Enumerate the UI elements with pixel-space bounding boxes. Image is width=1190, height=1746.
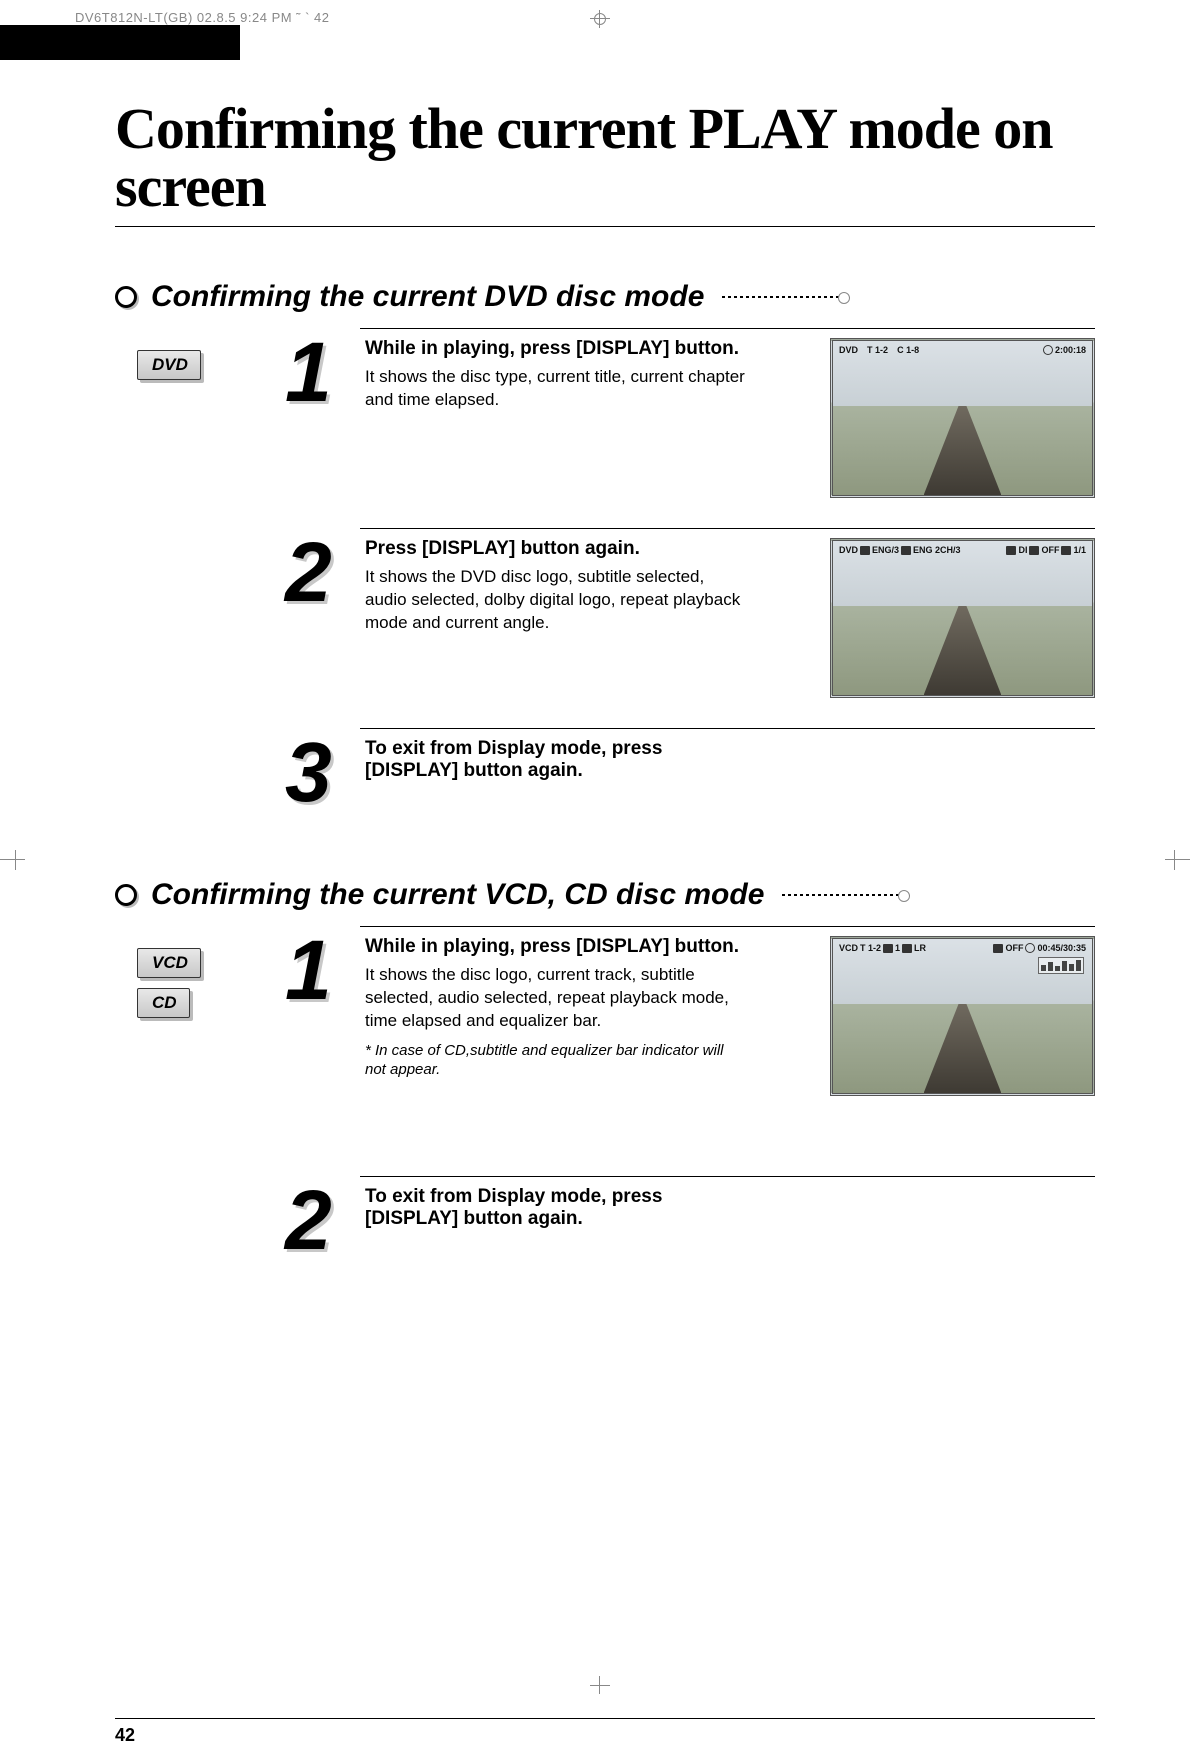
registration-mark-bottom (590, 1664, 610, 1704)
osd-track: T 1-2 (860, 943, 881, 953)
osd-logo: DVD (839, 345, 858, 355)
step-number: 2 (285, 1178, 332, 1262)
step-body: It shows the disc logo, current track, s… (365, 964, 745, 1033)
step-number: 1 (285, 928, 332, 1012)
step-number: 3 (285, 730, 332, 814)
section-heading-text: Confirming the current DVD disc mode (151, 280, 704, 314)
screenshot-thumb-vcd-1: VCD T 1-2 1 LR OFF 00:45/30:35 (830, 936, 1095, 1096)
repeat-icon (993, 944, 1003, 953)
osd-subnum: 1 (895, 943, 900, 953)
section-dvd: Confirming the current DVD disc mode DVD… (115, 280, 1095, 818)
osd-angle: 1/1 (1073, 545, 1086, 555)
osd-overlay: VCD T 1-2 1 LR OFF 00:45/30:35 (839, 943, 1086, 953)
screenshot-thumb-dvd-2: DVD ENG/3 ENG 2CH/3 DI OFF 1/1 (830, 538, 1095, 698)
step-dvd-1: 1 While in playing, press [DISPLAY] butt… (115, 338, 1095, 488)
screenshot-thumb-dvd-1: DVD T 1-2 C 1-8 2:00:18 (830, 338, 1095, 498)
heading-rule (722, 296, 842, 298)
subtitle-icon (883, 944, 893, 953)
osd-dolby: DI (1018, 545, 1027, 555)
osd-title: T 1-2 (867, 345, 888, 355)
step-rule (360, 528, 1095, 529)
audio-icon (902, 944, 912, 953)
osd-sub: ENG/3 (872, 545, 899, 555)
section-vcd-cd: Confirming the current VCD, CD disc mode… (115, 878, 1095, 1266)
step-title: To exit from Display mode, press [DISPLA… (365, 1186, 745, 1230)
step-rule (360, 728, 1095, 729)
section-heading-dvd: Confirming the current DVD disc mode (115, 280, 1095, 314)
section-heading-vcd: Confirming the current VCD, CD disc mode (115, 878, 1095, 912)
equalizer-icon (1038, 957, 1084, 974)
step-title: While in playing, press [DISPLAY] button… (365, 338, 745, 360)
osd-lr: LR (914, 943, 926, 953)
step-rule (360, 1176, 1095, 1177)
step-note: * In case of CD,subtitle and equalizer b… (365, 1041, 745, 1080)
osd-chapter: C 1-8 (897, 345, 919, 355)
angle-icon (1061, 546, 1071, 555)
osd-overlay: DVD T 1-2 C 1-8 2:00:18 (839, 345, 1086, 355)
step-dvd-3: 3 To exit from Display mode, press [DISP… (115, 738, 1095, 818)
osd-time: 00:45/30:35 (1037, 943, 1086, 953)
osd-logo: VCD (839, 943, 858, 953)
step-number: 1 (285, 330, 332, 414)
dolby-icon (1006, 546, 1016, 555)
print-header-strip: DV6T812N-LT(GB) 02.8.5 9:24 PM ˜ ` 42 (75, 10, 330, 25)
heading-rule (782, 894, 902, 896)
repeat-icon (1029, 546, 1039, 555)
osd-off: OFF (1005, 943, 1023, 953)
osd-overlay: DVD ENG/3 ENG 2CH/3 DI OFF 1/1 (839, 545, 1086, 555)
top-black-bar (0, 25, 240, 60)
step-body: It shows the disc type, current title, c… (365, 366, 745, 412)
main-title: Confirming the current PLAY mode on scre… (115, 100, 1095, 227)
step-number: 2 (285, 530, 332, 614)
clock-icon (1025, 943, 1035, 953)
step-rule (360, 926, 1095, 927)
osd-repeat: OFF (1041, 545, 1059, 555)
osd-logo: DVD (839, 545, 858, 555)
step-dvd-2: 2 Press [DISPLAY] button again. It shows… (115, 538, 1095, 688)
section-heading-text: Confirming the current VCD, CD disc mode (151, 878, 764, 912)
registration-mark-right (1155, 850, 1190, 870)
step-title: While in playing, press [DISPLAY] button… (365, 936, 745, 958)
audio-icon (901, 546, 911, 555)
bullet-icon (115, 286, 137, 308)
step-vcd-2: 2 To exit from Display mode, press [DISP… (115, 1186, 1095, 1266)
subtitle-icon (860, 546, 870, 555)
step-title: To exit from Display mode, press [DISPLA… (365, 738, 745, 782)
osd-audio: ENG 2CH/3 (913, 545, 961, 555)
step-title: Press [DISPLAY] button again. (365, 538, 745, 560)
step-body: It shows the DVD disc logo, subtitle sel… (365, 566, 745, 635)
registration-mark-top (590, 0, 610, 40)
bullet-icon (115, 884, 137, 906)
clock-icon (1043, 345, 1053, 355)
osd-time: 2:00:18 (1055, 345, 1086, 355)
page-content: Confirming the current PLAY mode on scre… (115, 100, 1095, 1316)
registration-mark-left (0, 850, 35, 870)
step-rule (360, 328, 1095, 329)
page-number: 42 (115, 1718, 1095, 1746)
step-vcd-1: 1 While in playing, press [DISPLAY] butt… (115, 936, 1095, 1136)
